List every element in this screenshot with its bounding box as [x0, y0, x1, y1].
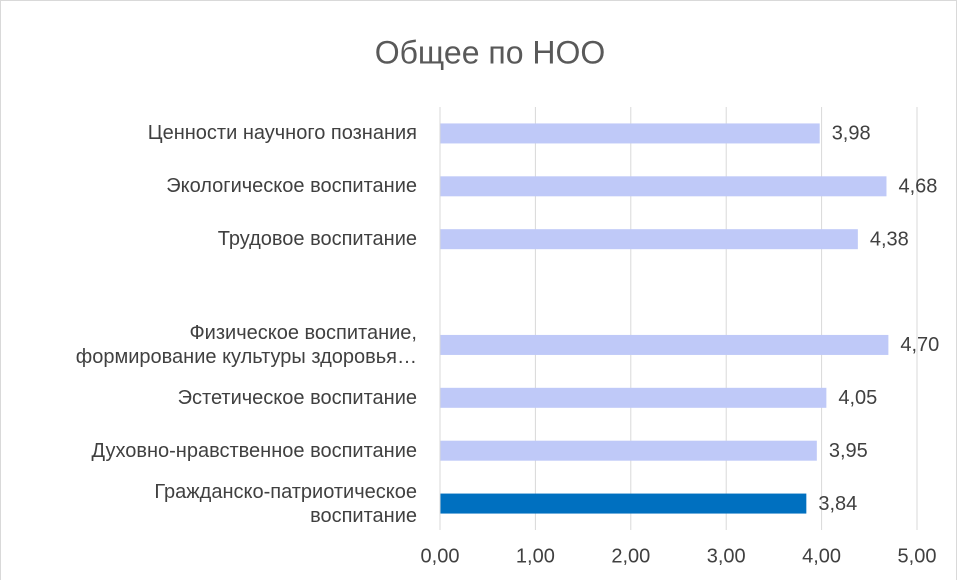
- y-tick-label: Ценности научного познания: [147, 122, 417, 145]
- x-tick-label: 5,00: [898, 545, 937, 567]
- value-label: 4,05: [838, 387, 877, 409]
- chart-title: Общее по НОО: [375, 34, 606, 70]
- bar: [440, 387, 827, 408]
- bar: [440, 493, 807, 514]
- y-tick-label: Трудовое воспитание: [217, 228, 417, 251]
- y-tick-label: Эстетическое воспитание: [177, 386, 417, 409]
- y-tick-label: Духовно-нравственное воспитание: [91, 439, 417, 462]
- value-label: 3,95: [829, 440, 868, 462]
- value-label: 4,38: [870, 228, 909, 250]
- bar: [440, 440, 817, 461]
- value-label: 3,84: [818, 493, 857, 515]
- value-label: 4,68: [898, 176, 937, 198]
- y-tick-label: Физическое воспитание, формирование куль…: [75, 321, 417, 368]
- x-tick-label: 4,00: [802, 545, 841, 567]
- bar: [440, 176, 887, 197]
- y-tick-label: Экологическое воспитание: [166, 175, 417, 198]
- bar: [440, 229, 858, 250]
- value-label: 3,98: [832, 123, 871, 145]
- bar: [440, 334, 889, 355]
- bar: [440, 123, 820, 144]
- x-tick-label: 3,00: [707, 545, 746, 567]
- x-tick-label: 0,00: [421, 545, 460, 567]
- y-tick-label: Гражданско-патриотическое воспитание: [154, 480, 417, 527]
- value-label: 4,70: [900, 334, 939, 356]
- x-tick-label: 1,00: [516, 545, 555, 567]
- x-tick-label: 2,00: [611, 545, 650, 567]
